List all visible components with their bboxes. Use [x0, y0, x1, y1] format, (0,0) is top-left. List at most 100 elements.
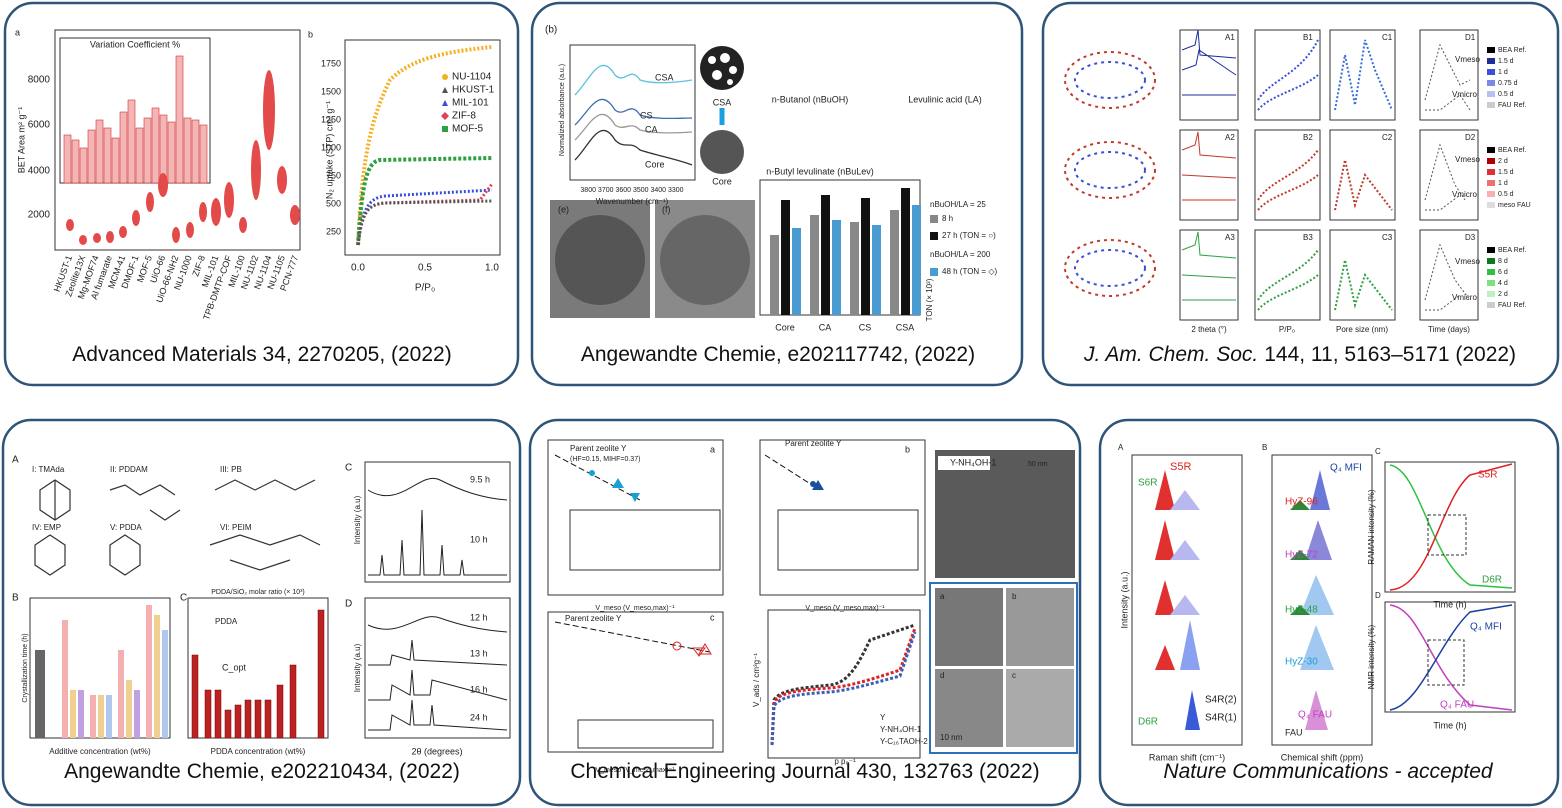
- figure-label: b: [905, 444, 910, 454]
- figure-label: c: [1012, 671, 1016, 680]
- figure-label: Vmicro: [1452, 293, 1477, 302]
- figure-label: 2 d: [1498, 291, 1508, 298]
- figure-label: B: [1262, 443, 1267, 452]
- figure-label: 2θ (degrees): [411, 746, 462, 756]
- figure-label: 3800 3700 3600 3500 3400 3300: [580, 187, 683, 194]
- figure-label: S5R: [1478, 470, 1497, 481]
- caption: Advanced Materials 34, 2270205, (2022): [72, 343, 451, 366]
- figure-label: 1 d: [1498, 69, 1508, 76]
- figure-label: p p₀⁻¹: [834, 757, 856, 766]
- figure-label: nBuOH/LA = 25: [930, 200, 986, 209]
- figure-label: 0.5 d: [1498, 91, 1514, 98]
- figure-label: n-Butanol (nBuOH): [772, 94, 849, 104]
- figure-label: Vmicro: [1452, 90, 1477, 99]
- figure-label: C: [180, 593, 187, 604]
- figure-label: D: [345, 599, 352, 610]
- figure-label: RAMAN intensity (%): [1367, 489, 1376, 564]
- figure-label: 12 h: [470, 612, 488, 622]
- figure-label: CS: [640, 110, 653, 120]
- figure-label: N₂ uptake (STP) cm³ g⁻¹: [324, 101, 334, 199]
- panel-frame: [530, 1, 1024, 387]
- figure-label: 2 d: [1498, 158, 1508, 165]
- figure-label: ZIF-8: [452, 111, 476, 122]
- figure-label: 500: [326, 198, 341, 208]
- figure-label: A1: [1225, 33, 1235, 42]
- figure-label: Time (h): [1433, 720, 1466, 730]
- figure-label: nBuOH/LA = 200: [930, 250, 991, 259]
- figure-label: NMR intensity (%): [1367, 624, 1376, 689]
- figure-label: PDDA/SiO₂ molar ratio (× 10³): [211, 589, 305, 596]
- figure-label: 9.5 h: [470, 474, 490, 484]
- figure-label: 4 d: [1498, 280, 1508, 287]
- figure-label: Intensity (a.u.): [1119, 571, 1129, 628]
- figure-label: Q₄ FAU: [1440, 700, 1474, 711]
- figure-label: CA: [645, 124, 658, 134]
- figure-label: a: [940, 592, 945, 601]
- figure-label: FAU: [1285, 727, 1303, 737]
- figure-label: b: [1012, 592, 1017, 601]
- figure-label: 4000: [28, 166, 51, 177]
- figure-label: D6R: [1138, 717, 1158, 728]
- figure-label: III: PB: [220, 465, 242, 474]
- figure-label: b: [308, 29, 313, 39]
- figure-label: 8 h: [942, 214, 953, 223]
- figure-label: C2: [1382, 133, 1393, 142]
- caption-italic: Nature Communications - accepted: [1163, 760, 1493, 783]
- caption-text: Advanced Materials 34, 2270205, (2022): [72, 343, 451, 366]
- figure-label: 48 h (TON = ◇): [942, 267, 997, 276]
- figure-label: 1500: [321, 86, 341, 96]
- figure-label: CSA: [655, 72, 674, 82]
- figure-label: 1.5 d: [1498, 58, 1514, 65]
- figure-label: 1.5 d: [1498, 169, 1514, 176]
- figure-label: Y: [880, 713, 886, 722]
- caption-text: Angewandte Chemie, e202117742, (2022): [581, 343, 975, 366]
- figure-label: S4R(1): [1205, 713, 1237, 724]
- figure-label: Vmeso: [1455, 155, 1480, 164]
- figure-label: HyZ-30: [1285, 657, 1318, 668]
- figure-label: C: [345, 463, 352, 474]
- figure-label: A: [1118, 443, 1124, 452]
- figure-label: d: [940, 671, 944, 680]
- figure-label: Levulinic acid (LA): [908, 94, 982, 104]
- figure-label: HyZ-72: [1285, 550, 1318, 561]
- figure-label: 10 h: [470, 534, 488, 544]
- figure-label: 13 h: [470, 648, 488, 658]
- figure-art: [54, 29, 501, 256]
- figure-label: S6R: [1138, 478, 1157, 489]
- caption: J. Am. Chem. Soc. 144, 11, 5163–5171 (202…: [1083, 343, 1516, 366]
- figure-art: [1131, 454, 1516, 746]
- figure-label: 6000: [28, 120, 51, 131]
- figure-label: PDDA: [215, 617, 238, 626]
- figure-label: C1: [1382, 33, 1393, 42]
- figure-label: C_opt: [222, 662, 247, 672]
- figure-label: 1750: [321, 58, 341, 68]
- caption-text: Chemical Engineering Journal 430, 132763…: [570, 760, 1039, 783]
- figure-label: (e): [558, 204, 569, 214]
- caption: Angewandte Chemie, e202117742, (2022): [581, 343, 975, 366]
- figure-label: Additive concentration (wt%): [49, 747, 151, 756]
- figure-label: Core: [712, 176, 732, 186]
- figure-label: Q₄ MFI: [1330, 463, 1362, 474]
- figure-label: MOF-5: [452, 124, 484, 135]
- figure-label: (HF=0.15, MIHF=0.37): [570, 456, 640, 463]
- figure-label: Pore size (nm): [1336, 325, 1388, 334]
- figure-label: Variation Coefficient %: [90, 39, 180, 49]
- figure-label: (f): [662, 204, 671, 214]
- caption: Nature Communications - accepted: [1163, 760, 1493, 783]
- figure-label: Parent zeolite Y: [565, 614, 622, 623]
- figure-label: 8 d: [1498, 258, 1508, 265]
- figure-label: HyZ-48: [1285, 605, 1318, 616]
- figure-label: D2: [1465, 133, 1476, 142]
- figure-label: a: [710, 444, 715, 454]
- figure-label: Vmeso: [1455, 257, 1480, 266]
- caption-text: 144, 11, 5163–5171 (2022): [1264, 343, 1516, 366]
- figure-label: 10 nm: [940, 733, 963, 742]
- figure-label: 250: [326, 226, 341, 236]
- figure-label: Intensity (a.u): [353, 643, 362, 692]
- figure-label: Wavenumber (cm⁻¹): [596, 197, 669, 206]
- figure-label: Core: [645, 159, 665, 169]
- figure-label: MIL-101: [452, 98, 489, 109]
- figure-label: Y-NH₄OH-1: [880, 725, 922, 734]
- panel-frame: [1, 418, 522, 807]
